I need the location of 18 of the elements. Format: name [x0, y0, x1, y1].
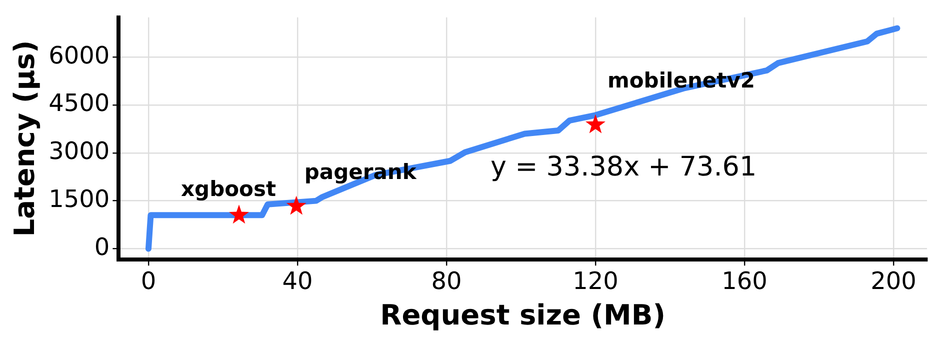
x-tick-label: 40 [282, 267, 313, 296]
point [286, 196, 306, 215]
point [585, 114, 606, 134]
y-axis-title: Latency (μs) [8, 40, 42, 237]
x-tick-label: 80 [431, 267, 462, 296]
point [229, 204, 249, 224]
annotation: y = 33.38x + 73.61 [490, 152, 757, 183]
x-tick-label: 0 [140, 267, 156, 296]
y-tick-label: 3000 [48, 137, 110, 166]
annotation: xgboost [180, 177, 276, 202]
y-tick-label: 6000 [48, 41, 110, 70]
y-tick-label: 0 [94, 232, 110, 261]
y-tick-label: 1500 [48, 185, 110, 214]
x-tick-label: 120 [572, 267, 618, 296]
x-axis-title: Request size (MB) [380, 298, 666, 332]
x-tick-label: 160 [722, 267, 768, 296]
y-tick-label: 4500 [48, 89, 110, 118]
x-tick-label: 200 [870, 267, 916, 296]
